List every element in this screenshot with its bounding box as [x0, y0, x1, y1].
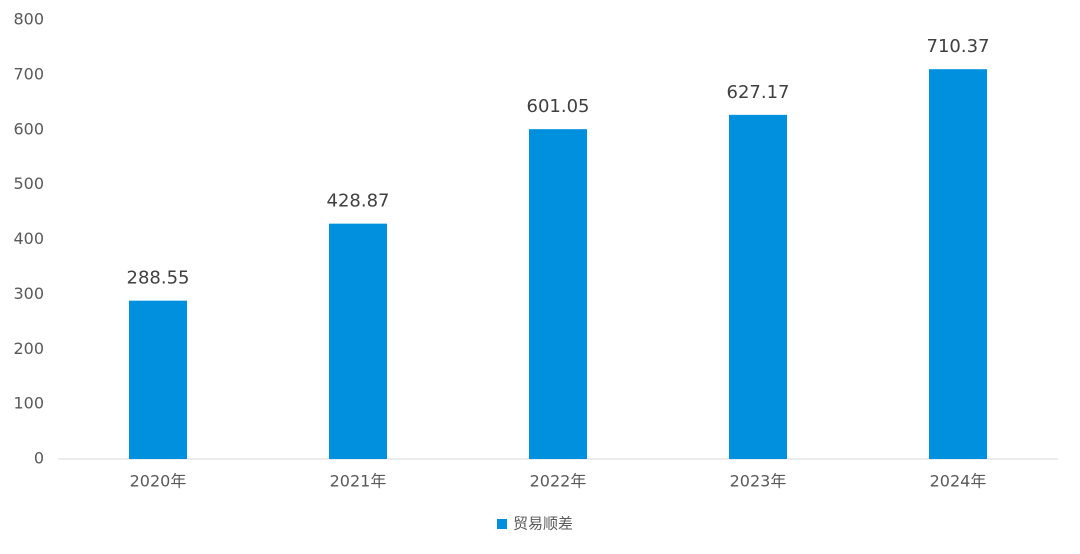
bar — [129, 300, 187, 459]
x-tick-label: 2023年 — [730, 472, 787, 491]
data-label: 710.37 — [927, 36, 990, 57]
legend-label: 贸易顺差 — [513, 515, 573, 533]
y-tick-label: 600 — [13, 119, 44, 138]
bar — [929, 69, 987, 460]
y-tick-label: 800 — [13, 10, 44, 29]
data-label: 428.87 — [327, 191, 390, 212]
x-tick-label: 2021年 — [330, 472, 387, 491]
legend-swatch — [497, 519, 507, 529]
x-tick-label: 2020年 — [130, 472, 187, 491]
bar — [329, 223, 387, 459]
data-label: 627.17 — [727, 82, 790, 103]
data-label: 288.55 — [127, 268, 190, 289]
y-tick-label: 300 — [13, 284, 44, 303]
bar — [529, 129, 587, 459]
data-label: 601.05 — [527, 96, 590, 117]
y-tick-label: 200 — [13, 339, 44, 358]
y-tick-label: 400 — [13, 229, 44, 248]
y-tick-label: 500 — [13, 174, 44, 193]
y-tick-label: 0 — [34, 449, 44, 468]
bar — [729, 114, 787, 460]
x-tick-label: 2022年 — [530, 472, 587, 491]
x-tick-label: 2024年 — [930, 472, 987, 491]
y-tick-label: 100 — [13, 394, 44, 413]
y-tick-label: 700 — [13, 64, 44, 83]
